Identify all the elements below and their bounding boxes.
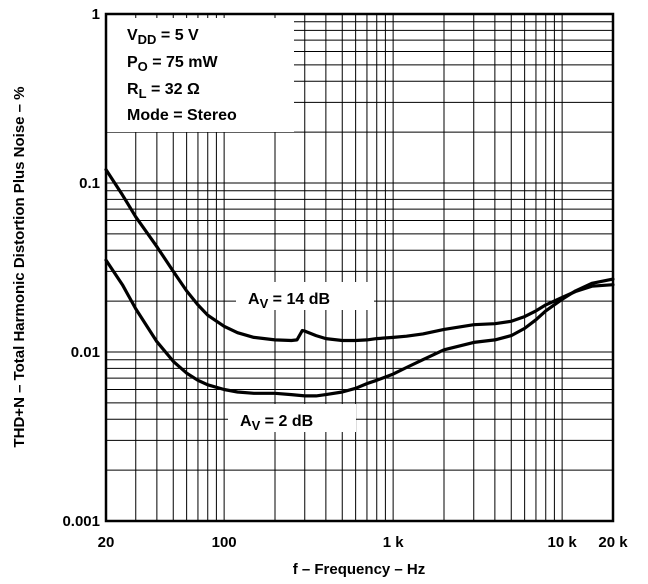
data-curves [104, 168, 615, 398]
series-line-1 [104, 258, 615, 398]
y-tick-label: 0.1 [79, 175, 100, 192]
conditions-box [106, 18, 294, 132]
x-tick-label: 1 k [383, 534, 405, 551]
condition-mode: Mode = Stereo [127, 107, 237, 124]
series-label-av14: AV = 14 dB [236, 282, 374, 311]
y-tick-label: 1 [92, 6, 100, 23]
x-tick-label: 100 [212, 534, 237, 551]
series-line-0 [104, 168, 615, 343]
x-tick-label: 20 k [598, 534, 628, 551]
y-axis-label: THD+N – Total Harmonic Distortion Plus N… [11, 86, 28, 447]
series-label-av2: AV = 2 dB [228, 404, 356, 433]
condition-po: PO = 75 mW [127, 54, 219, 74]
conditions-panel: VDD = 5 V PO = 75 mW RL = 32 Ω Mode = St… [106, 18, 294, 132]
x-axis-label: f – Frequency – Hz [293, 561, 426, 578]
series-label-av2-bg [228, 404, 356, 432]
condition-rl: RL = 32 Ω [127, 81, 200, 101]
condition-vdd: VDD = 5 V [127, 27, 199, 47]
series-label-av14-bg [236, 282, 374, 310]
y-tick-label: 0.001 [62, 513, 100, 530]
series-label-av2-text: AV = 2 dB [240, 413, 313, 433]
x-tick-label: 10 k [548, 534, 578, 551]
plot-frame [104, 12, 615, 523]
series-label-av14-text: AV = 14 dB [248, 291, 330, 311]
y-tick-labels: 1 0.1 0.01 0.001 [62, 6, 100, 530]
x-tick-labels: 20 100 1 k 10 k 20 k [98, 534, 629, 551]
x-tick-label: 20 [98, 534, 115, 551]
y-tick-label: 0.01 [71, 344, 100, 361]
